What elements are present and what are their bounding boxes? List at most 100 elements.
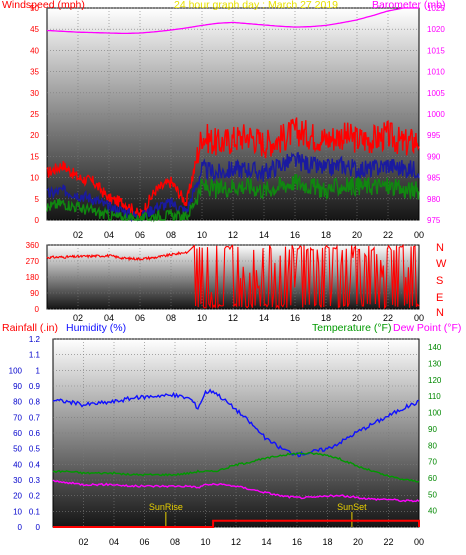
direction-letter-n-top: N <box>436 242 444 254</box>
windspeed-tick-10: 10 <box>30 174 39 183</box>
rain-hum-temp-series: SunRise SunSet <box>52 388 420 528</box>
temperature-tick-50: 50 <box>428 490 437 499</box>
wind-direction-axis-ticks: 0 90 180 270 360 02 04 06 08 10 12 14 16 18 20 22 00 <box>26 241 424 323</box>
wind-direction-x-tick-18: 18 <box>321 313 331 323</box>
humidity-tick-70: 70 <box>13 413 22 422</box>
temperature-tick-100: 100 <box>428 409 442 418</box>
rain-hum-temp-x-tick-14: 14 <box>261 537 271 547</box>
humidity-tick-30: 30 <box>13 476 22 485</box>
humidity-line <box>52 388 420 458</box>
temperature-line <box>52 451 420 483</box>
rainfall-tick-0.2: 0.2 <box>29 492 41 501</box>
rain-hum-temp-x-tick-18: 18 <box>322 537 332 547</box>
rain-hum-temp-x-tick-04: 04 <box>109 537 119 547</box>
barometer-tick-1005: 1005 <box>427 89 445 98</box>
temperature-tick-70: 70 <box>428 458 437 467</box>
wind-baro-x-tick-02: 02 <box>73 230 83 240</box>
wind-baro-x-tick-18: 18 <box>321 230 331 240</box>
barometer-axis-title: Barometer (mb) <box>372 0 446 11</box>
rain-hum-temp-x-tick-16: 16 <box>292 537 302 547</box>
rainfall-tick-1.1: 1.1 <box>29 351 41 360</box>
humidity-tick-10: 10 <box>13 507 22 516</box>
rainfall-tick-0.1: 0.1 <box>29 507 41 516</box>
wind-gust-line <box>46 117 420 219</box>
rain-hum-temp-x-tick-12: 12 <box>231 537 241 547</box>
wind-direction-x-tick-10: 10 <box>197 313 207 323</box>
temperature-tick-130: 130 <box>428 360 442 369</box>
rainfall-tick-0: 0 <box>36 523 41 532</box>
wind-direction-x-tick-22: 22 <box>383 313 393 323</box>
direction-tick-180: 180 <box>26 273 40 282</box>
humidity-tick-40: 40 <box>13 460 22 469</box>
rainfall-tick-0.5: 0.5 <box>29 445 41 454</box>
rainfall-tick-0.3: 0.3 <box>29 476 41 485</box>
rainfall-tick-0.9: 0.9 <box>29 382 41 391</box>
wind-direction-line <box>46 243 420 310</box>
temperature-tick-90: 90 <box>428 425 437 434</box>
wind-direction-x-tick-20: 20 <box>352 313 362 323</box>
sun-marker-label-sunrise: SunRise <box>149 502 183 512</box>
wind-baro-x-tick-22: 22 <box>383 230 393 240</box>
humidity-axis-title: Humidity (%) <box>66 322 126 334</box>
rain-hum-temp-x-tick-00: 00 <box>414 537 424 547</box>
temperature-tick-80: 80 <box>428 441 437 450</box>
dewpoint-line <box>52 479 420 503</box>
wind-baro-x-tick-06: 06 <box>135 230 145 240</box>
windspeed-tick-20: 20 <box>30 131 39 140</box>
wind-baro-x-tick-08: 08 <box>166 230 176 240</box>
rainfall-axis-title: Rainfall (.in) <box>2 322 58 334</box>
rain-hum-temp-axis-ticks: 0 0.1 0.2 0.3 0.4 0.5 0.6 0.7 0.8 0.9 1 1.1 1.2 0 10 20… <box>9 335 442 547</box>
wind-direction-x-tick-08: 08 <box>166 313 176 323</box>
temperature-tick-120: 120 <box>428 376 442 385</box>
windspeed-tick-40: 40 <box>30 46 39 55</box>
wind-baro-x-tick-14: 14 <box>259 230 269 240</box>
wind-baro-x-tick-20: 20 <box>352 230 362 240</box>
wind-direction-x-tick-12: 12 <box>228 313 238 323</box>
rainfall-tick-0.4: 0.4 <box>29 460 41 469</box>
sun-marker-label-sunset: SunSet <box>337 502 367 512</box>
barometer-tick-1025: 1025 <box>427 4 445 13</box>
wind-baro-x-tick-12: 12 <box>228 230 238 240</box>
temperature-tick-110: 110 <box>428 392 441 401</box>
wind-baro-x-tick-04: 04 <box>104 230 114 240</box>
rain-hum-temp-x-tick-22: 22 <box>383 537 393 547</box>
rain-hum-temp-x-tick-10: 10 <box>200 537 210 547</box>
temperature-axis-title: Temperature (°F) <box>312 322 391 334</box>
direction-tick-360: 360 <box>26 241 40 250</box>
direction-letter-w: W <box>436 258 447 270</box>
barometer-tick-990: 990 <box>427 152 441 161</box>
rain-hum-temp-x-tick-20: 20 <box>353 537 363 547</box>
wind-low-line <box>46 174 420 223</box>
humidity-tick-80: 80 <box>13 398 22 407</box>
dewpoint-axis-title: Dew Point (°F) <box>393 322 461 334</box>
windspeed-tick-45: 45 <box>30 25 39 34</box>
windspeed-tick-50: 50 <box>30 4 39 13</box>
rain-hum-temp-x-tick-08: 08 <box>170 537 180 547</box>
wind-baro-series <box>46 7 420 223</box>
humidity-tick-20: 20 <box>13 492 22 501</box>
windspeed-tick-30: 30 <box>30 89 39 98</box>
windspeed-axis-title: Windspeed (mph) <box>2 0 85 11</box>
humidity-tick-0: 0 <box>18 523 23 532</box>
barometer-tick-1020: 1020 <box>427 25 445 34</box>
wind-baro-x-tick-00: 00 <box>414 230 424 240</box>
humidity-tick-60: 60 <box>13 429 22 438</box>
windspeed-tick-35: 35 <box>30 68 39 77</box>
wind-baro-x-tick-10: 10 <box>197 230 207 240</box>
wind-average-line <box>46 151 420 223</box>
wind-baro-axis-ticks: 0510152025303540455097598098599099510001… <box>30 4 445 240</box>
wind-direction-x-tick-16: 16 <box>290 313 300 323</box>
barometer-tick-985: 985 <box>427 174 441 183</box>
rainfall-tick-1.2: 1.2 <box>29 335 41 344</box>
rainfall-tick-1: 1 <box>36 366 41 375</box>
barometer-tick-1015: 1015 <box>427 46 445 55</box>
rain-hum-temp-x-tick-02: 02 <box>78 537 88 547</box>
temperature-tick-60: 60 <box>428 474 437 483</box>
barometer-tick-980: 980 <box>427 195 441 204</box>
wind-direction-x-tick-04: 04 <box>104 313 114 323</box>
barometer-tick-1000: 1000 <box>427 110 445 119</box>
rainfall-tick-0.7: 0.7 <box>29 413 41 422</box>
windspeed-tick-25: 25 <box>30 110 39 119</box>
humidity-tick-90: 90 <box>13 382 22 391</box>
humidity-tick-50: 50 <box>13 445 22 454</box>
